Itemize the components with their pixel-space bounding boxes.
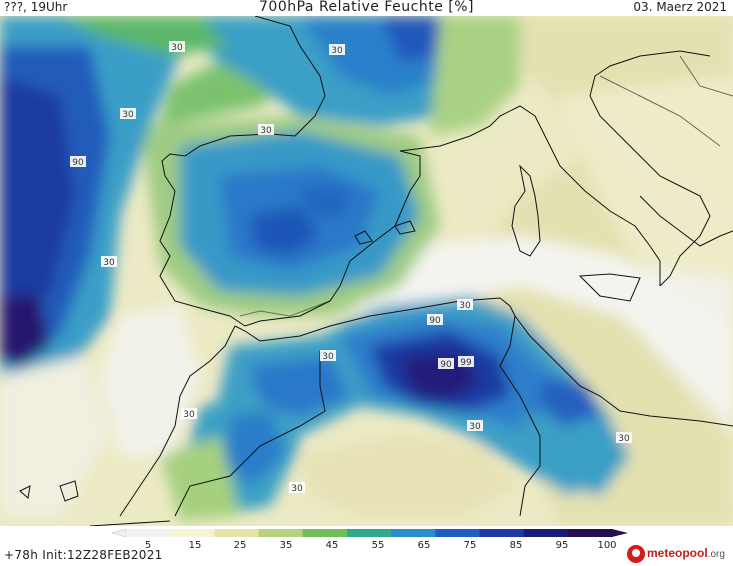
colorbar-cells: [126, 529, 613, 537]
colorbar-cell: [170, 529, 215, 537]
logo-icon: [627, 545, 645, 563]
contour-label: 30: [289, 482, 305, 494]
colorbar-cell: [126, 529, 171, 537]
colorbar-tick: 65: [417, 540, 431, 551]
humidity-field: [0, 16, 733, 526]
map-title: 700hPa Relative Feuchte [%]: [259, 0, 474, 15]
colorbar-cell: [435, 529, 480, 537]
header-bar: ???, 19Uhr 700hPa Relative Feuchte [%] 0…: [0, 0, 733, 16]
svg-text:30: 30: [183, 410, 195, 420]
meteopool-logo[interactable]: meteopool.org: [627, 543, 731, 565]
svg-text:30: 30: [459, 301, 471, 311]
contour-label: 30: [329, 44, 345, 56]
svg-text:90: 90: [72, 158, 84, 168]
colorbar-cell: [346, 529, 392, 537]
colorbar-cell: [479, 529, 525, 537]
svg-text:30: 30: [291, 484, 303, 494]
humidity-map: 30 30 30 30 90 30 30 30 90 90 99 30 30 3…: [0, 16, 733, 526]
colorbar-tick: 25: [233, 540, 247, 551]
colorbar-tick: 85: [509, 540, 523, 551]
colorbar-cell: [523, 529, 569, 537]
logo-text: meteopool.org: [647, 546, 725, 560]
contour-label: 99: [458, 356, 474, 368]
colorbar-cell: [214, 529, 260, 537]
contour-label: 90: [438, 358, 454, 370]
colorbar-tick: 75: [463, 540, 477, 551]
contour-label: 30: [258, 124, 274, 136]
contour-label: 90: [70, 156, 86, 168]
colorbar-tick: 100: [597, 540, 617, 551]
colorbar: [111, 528, 628, 538]
colorbar-arrow-right: [612, 529, 628, 537]
coastlines: [19, 16, 733, 526]
colorbar-tick: 15: [188, 540, 202, 551]
svg-text:30: 30: [322, 352, 334, 362]
svg-text:30: 30: [331, 46, 343, 56]
svg-text:30: 30: [469, 422, 481, 432]
contour-label: 30: [467, 420, 483, 432]
contour-labels: 30 30 30 30 90 30 30 30 90 90 99 30 30 3…: [70, 41, 632, 494]
contour-label: 30: [320, 350, 336, 362]
svg-text:30: 30: [103, 258, 115, 268]
contour-label: 30: [101, 256, 117, 268]
svg-text:99: 99: [460, 358, 472, 368]
contour-label: 30: [616, 432, 632, 444]
colorbar-arrow-left: [111, 528, 127, 538]
svg-text:30: 30: [618, 434, 630, 444]
valid-date-label: 03. Maerz 2021: [633, 0, 727, 14]
colorbar-tick: 95: [555, 540, 569, 551]
map-canvas: 30 30 30 30 90 30 30 30 90 90 99 30 30 3…: [0, 16, 733, 526]
colorbar-cell: [258, 529, 304, 537]
colorbar-legend: 5 15 25 35 45 55 65 75 85 95 100: [0, 526, 733, 566]
svg-text:90: 90: [429, 316, 441, 326]
contour-label: 30: [457, 299, 473, 311]
svg-text:30: 30: [122, 110, 134, 120]
contour-label: 30: [169, 41, 185, 53]
colorbar-tick: 5: [144, 540, 152, 551]
colorbar-tick: 35: [279, 540, 293, 551]
forecast-info: +78h Init:12Z28FEB2021: [4, 548, 163, 562]
colorbar-tick: 55: [371, 540, 385, 551]
colorbar-cell: [302, 529, 348, 537]
contour-label: 30: [120, 108, 136, 120]
run-time-label: ???, 19Uhr: [4, 0, 68, 14]
colorbar-cell: [391, 529, 436, 537]
contour-label: 90: [427, 314, 443, 326]
svg-text:30: 30: [171, 43, 183, 53]
contour-label: 30: [181, 408, 197, 420]
svg-text:90: 90: [440, 360, 452, 370]
colorbar-tick: 45: [325, 540, 339, 551]
colorbar-cell: [567, 529, 613, 537]
svg-text:30: 30: [260, 126, 272, 136]
